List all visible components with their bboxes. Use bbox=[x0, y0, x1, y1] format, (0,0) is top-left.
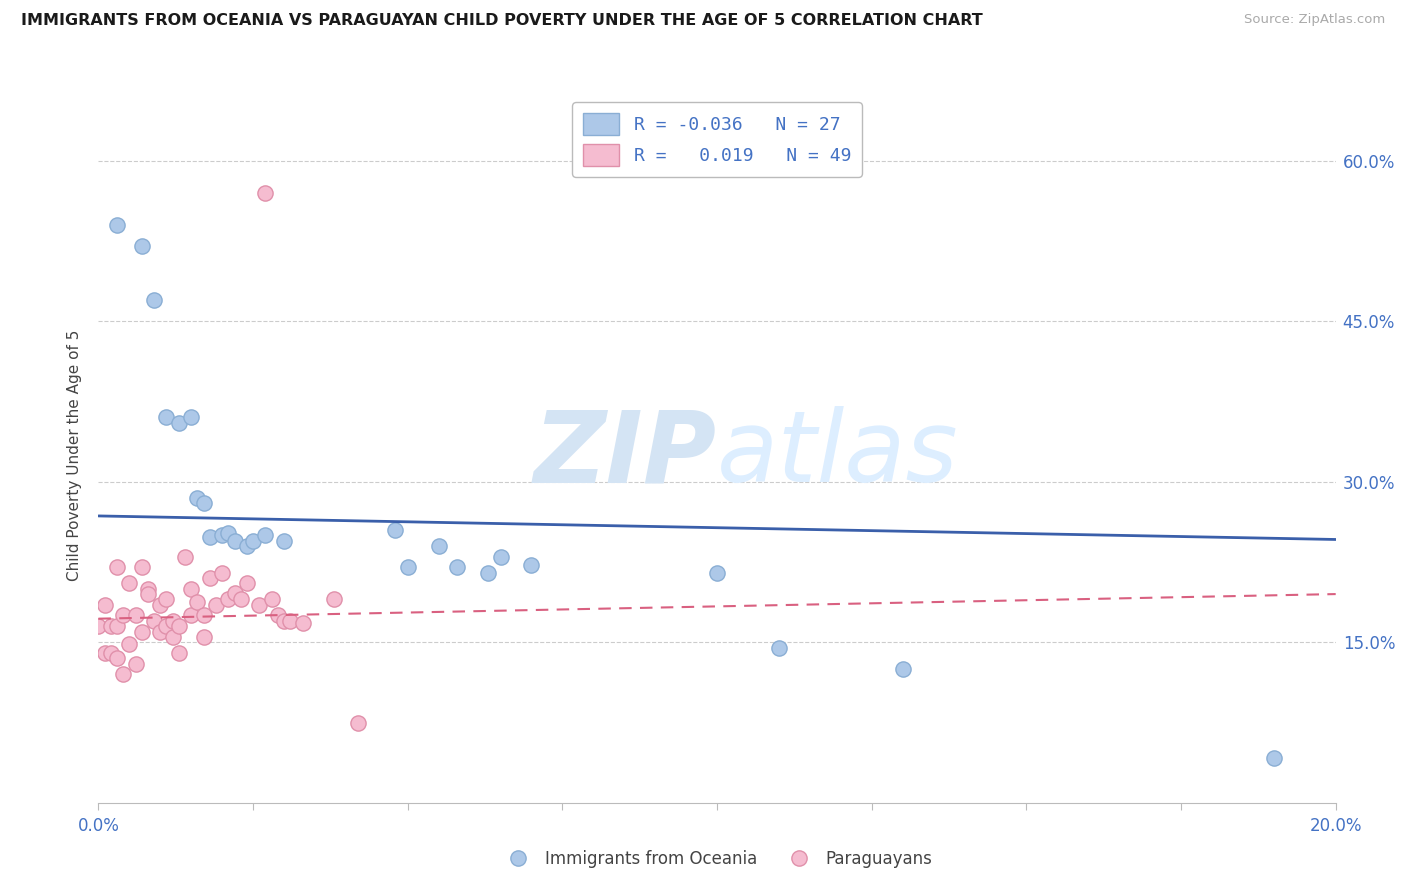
Point bbox=[186, 594, 208, 608]
Point bbox=[242, 533, 264, 548]
Point bbox=[322, 592, 344, 607]
Point bbox=[186, 491, 208, 505]
Point bbox=[211, 566, 233, 580]
Point bbox=[118, 576, 141, 591]
Point bbox=[112, 608, 135, 623]
Point bbox=[217, 526, 239, 541]
Point bbox=[162, 614, 184, 628]
Point bbox=[93, 646, 115, 660]
Point bbox=[193, 608, 215, 623]
Point bbox=[155, 619, 177, 633]
Point bbox=[267, 608, 290, 623]
Point bbox=[143, 293, 166, 307]
Legend: Immigrants from Oceania, Paraguayans: Immigrants from Oceania, Paraguayans bbox=[495, 843, 939, 874]
Point bbox=[254, 528, 277, 542]
Point bbox=[93, 598, 115, 612]
Point bbox=[273, 533, 295, 548]
Point bbox=[100, 619, 122, 633]
Point bbox=[396, 560, 419, 574]
Text: ZIP: ZIP bbox=[534, 407, 717, 503]
Point bbox=[520, 558, 543, 573]
Point bbox=[180, 410, 202, 425]
Point bbox=[291, 615, 314, 630]
Point bbox=[180, 582, 202, 596]
Point bbox=[236, 539, 259, 553]
Point bbox=[273, 614, 295, 628]
Point bbox=[254, 186, 277, 200]
Point bbox=[112, 667, 135, 681]
Point bbox=[198, 571, 221, 585]
Point bbox=[100, 646, 122, 660]
Point bbox=[706, 566, 728, 580]
Point bbox=[384, 523, 406, 537]
Point bbox=[167, 619, 190, 633]
Point bbox=[891, 662, 914, 676]
Point bbox=[155, 410, 177, 425]
Point bbox=[105, 218, 128, 232]
Point bbox=[193, 496, 215, 510]
Point bbox=[136, 582, 159, 596]
Point bbox=[105, 560, 128, 574]
Text: atlas: atlas bbox=[717, 407, 959, 503]
Point bbox=[205, 598, 228, 612]
Text: Source: ZipAtlas.com: Source: ZipAtlas.com bbox=[1244, 13, 1385, 27]
Point bbox=[124, 608, 146, 623]
Point bbox=[236, 576, 259, 591]
Point bbox=[174, 549, 197, 564]
Point bbox=[489, 549, 512, 564]
Point bbox=[1263, 751, 1285, 765]
Point bbox=[167, 646, 190, 660]
Point bbox=[149, 624, 172, 639]
Point bbox=[136, 587, 159, 601]
Point bbox=[477, 566, 499, 580]
Point bbox=[217, 592, 239, 607]
Point bbox=[198, 530, 221, 544]
Point bbox=[105, 651, 128, 665]
Y-axis label: Child Poverty Under the Age of 5: Child Poverty Under the Age of 5 bbox=[67, 329, 83, 581]
Point bbox=[347, 715, 370, 730]
Point bbox=[124, 657, 146, 671]
Point bbox=[446, 560, 468, 574]
Text: IMMIGRANTS FROM OCEANIA VS PARAGUAYAN CHILD POVERTY UNDER THE AGE OF 5 CORRELATI: IMMIGRANTS FROM OCEANIA VS PARAGUAYAN CH… bbox=[21, 13, 983, 29]
Point bbox=[118, 637, 141, 651]
Point bbox=[131, 624, 153, 639]
Point bbox=[180, 608, 202, 623]
Point bbox=[162, 630, 184, 644]
Point bbox=[131, 560, 153, 574]
Point bbox=[131, 239, 153, 253]
Point bbox=[167, 416, 190, 430]
Point bbox=[87, 619, 110, 633]
Point bbox=[427, 539, 450, 553]
Point bbox=[143, 614, 166, 628]
Point bbox=[768, 640, 790, 655]
Point bbox=[247, 598, 270, 612]
Point bbox=[278, 614, 301, 628]
Point bbox=[229, 592, 252, 607]
Point bbox=[105, 619, 128, 633]
Point bbox=[193, 630, 215, 644]
Point bbox=[260, 592, 283, 607]
Point bbox=[224, 533, 246, 548]
Point bbox=[155, 592, 177, 607]
Point bbox=[224, 586, 246, 600]
Point bbox=[211, 528, 233, 542]
Point bbox=[149, 598, 172, 612]
